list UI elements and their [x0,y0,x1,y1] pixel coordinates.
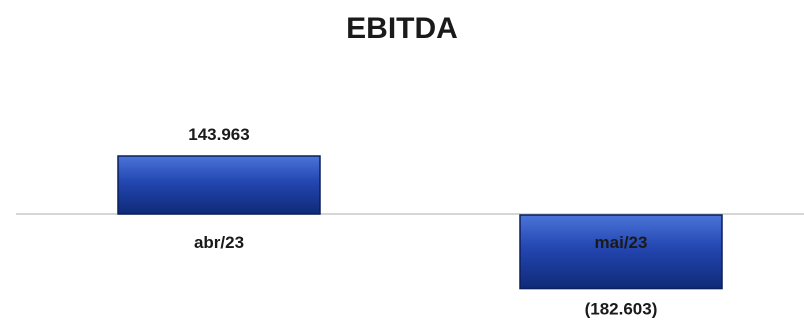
bar-abr-23 [117,155,321,215]
bar-mai-23 [519,214,723,290]
labels-layer: 143.963 abr/23 (182.603) mai/23 [188,125,657,319]
chart-title: EBITDA [346,12,458,45]
data-label-mai-23: (182.603) [585,300,658,319]
category-label-mai-23: mai/23 [595,233,648,252]
category-label-abr-23: abr/23 [194,233,244,252]
data-label-abr-23: 143.963 [188,125,249,144]
bars-layer [117,155,723,290]
